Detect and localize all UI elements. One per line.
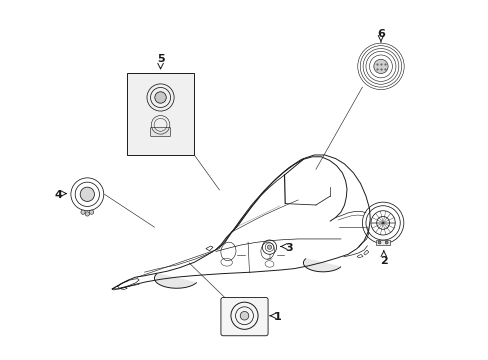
Circle shape [81,210,85,214]
Text: 6: 6 [376,28,384,39]
Circle shape [240,311,248,320]
Text: 5: 5 [157,54,164,64]
Bar [375,240,389,245]
Polygon shape [156,274,194,287]
Circle shape [89,210,94,214]
FancyBboxPatch shape [150,127,170,137]
Circle shape [373,59,387,73]
Circle shape [377,241,380,244]
Text: 4: 4 [54,190,62,200]
Text: 1: 1 [273,312,281,322]
Circle shape [85,212,89,216]
Polygon shape [305,259,339,271]
Text: 3: 3 [285,243,292,252]
Circle shape [267,245,271,249]
Bar [126,73,194,155]
Circle shape [385,241,387,244]
Circle shape [80,187,94,202]
FancyBboxPatch shape [221,297,267,336]
Circle shape [155,92,166,103]
Text: 2: 2 [379,256,387,266]
